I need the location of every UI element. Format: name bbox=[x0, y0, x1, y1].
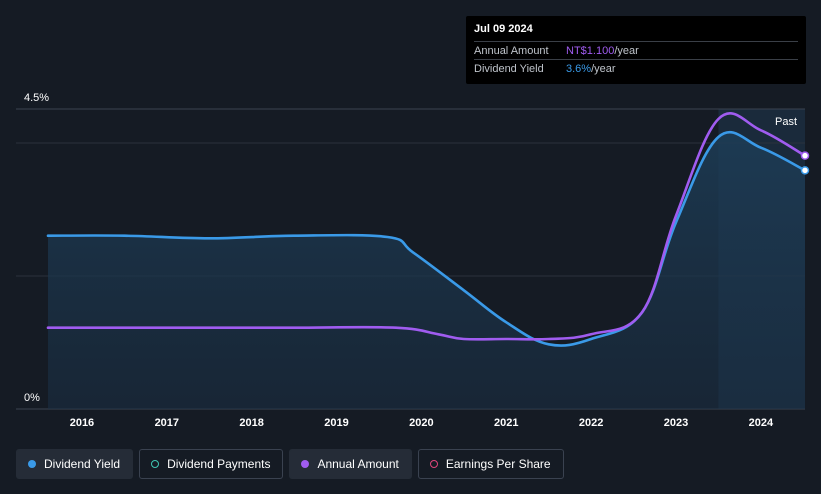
legend-dot-icon bbox=[28, 460, 36, 468]
tooltip-row-dividend-yield: Dividend Yield 3.6% /year bbox=[474, 59, 798, 77]
legend-dot-icon bbox=[151, 460, 160, 468]
tooltip-unit: /year bbox=[591, 62, 616, 75]
legend-label: Annual Amount bbox=[317, 457, 399, 471]
legend-item-dividend-yield[interactable]: Dividend Yield bbox=[16, 449, 134, 479]
tooltip-label: Dividend Yield bbox=[474, 62, 544, 75]
series-area bbox=[48, 132, 805, 409]
legend-item-earnings-per-share[interactable]: Earnings Per Share bbox=[417, 449, 564, 479]
legend-label: Earnings Per Share bbox=[445, 457, 551, 471]
series-layer bbox=[46, 112, 810, 409]
legend-label: Dividend Yield bbox=[44, 457, 121, 471]
tooltip: Jul 09 2024 Annual Amount NT$1.100 /year… bbox=[466, 16, 806, 84]
x-tick-label: 2016 bbox=[70, 417, 94, 429]
tooltip-value: 3.6% bbox=[566, 62, 592, 75]
x-tick-label: 2024 bbox=[749, 417, 774, 429]
legend-item-dividend-payments[interactable]: Dividend Payments bbox=[139, 449, 284, 479]
legend-label: Dividend Payments bbox=[167, 457, 271, 471]
series-line bbox=[46, 112, 807, 341]
series-line bbox=[46, 130, 807, 347]
x-tick-label: 2017 bbox=[155, 417, 179, 429]
tooltip-row-annual-amount: Annual Amount NT$1.100 /year bbox=[474, 41, 798, 59]
tooltip-unit: /year bbox=[614, 44, 639, 57]
legend-dot-icon bbox=[301, 460, 310, 468]
legend-dot-icon bbox=[429, 460, 438, 468]
x-tick-label: 2022 bbox=[579, 417, 603, 429]
past-label: Past bbox=[775, 116, 797, 128]
x-tick-label: 2020 bbox=[409, 417, 433, 429]
tooltip-date: Jul 09 2024 bbox=[474, 23, 533, 35]
y-axis-top-label: 4.5% bbox=[24, 92, 49, 104]
x-tick-label: 2018 bbox=[239, 417, 263, 429]
x-tick-label: 2023 bbox=[664, 417, 688, 429]
legend-item-annual-amount[interactable]: Annual Amount bbox=[289, 449, 412, 479]
tooltip-label: Annual Amount bbox=[474, 44, 549, 57]
x-tick-label: 2019 bbox=[324, 417, 348, 429]
x-tick-label: 2021 bbox=[494, 417, 518, 429]
x-axis: 2016 2017 2018 2019 2020 2021 2022 2023 2024 bbox=[70, 417, 774, 429]
series-end-marker bbox=[800, 166, 810, 175]
tooltip-value: NT$1.100 bbox=[566, 44, 615, 57]
series-end-marker bbox=[800, 151, 810, 160]
y-axis-bottom-label: 0% bbox=[24, 392, 40, 404]
legend: Dividend Yield Dividend Payments Annual … bbox=[16, 449, 564, 479]
